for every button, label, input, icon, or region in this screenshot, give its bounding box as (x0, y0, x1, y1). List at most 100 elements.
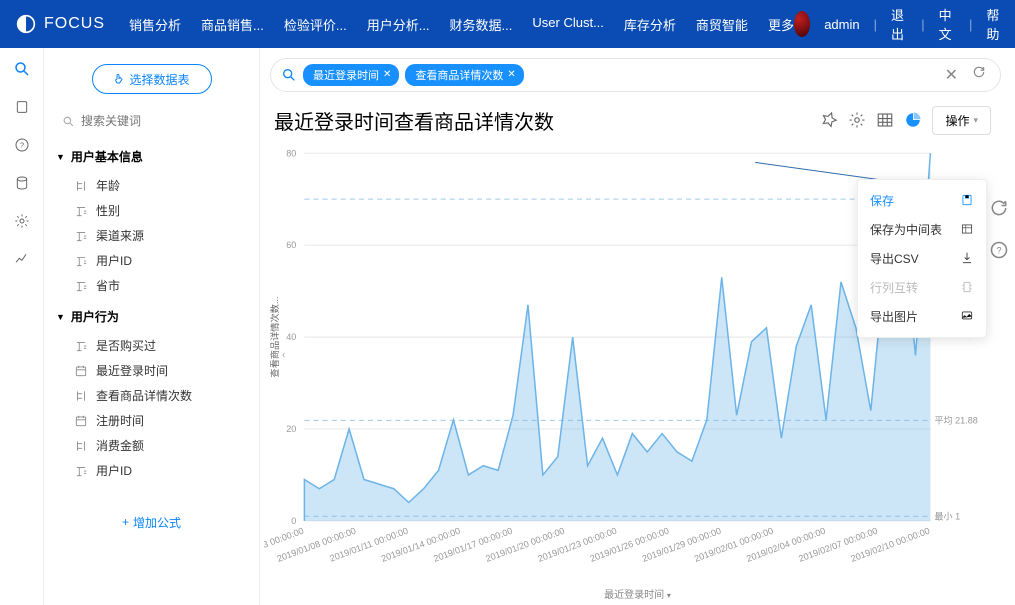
chart-type-icon[interactable] (904, 111, 922, 129)
field-item[interactable]: 渠道来源 (56, 223, 247, 248)
top-bar: FOCUS 销售分析 商品销售... 检验评价... 用户分析... 财务数据... Us… (0, 0, 1015, 48)
nav-item[interactable]: 商贸智能 (696, 15, 748, 34)
field-item[interactable]: 用户ID (56, 458, 247, 483)
clear-icon[interactable]: ✕ (941, 65, 962, 85)
chevron-down-icon: ▾ (667, 591, 671, 600)
top-nav: 销售分析 商品销售... 检验评价... 用户分析... 财务数据... User Clu… (129, 15, 794, 34)
pin-icon[interactable] (820, 111, 838, 129)
group-title[interactable]: ▼用户行为 (56, 308, 247, 325)
nav-item[interactable]: User Clust... (532, 15, 604, 34)
sidebar-search-input[interactable] (81, 114, 241, 128)
help-link[interactable]: 帮助 (986, 5, 1002, 43)
page-title: 最近登录时间查看商品详情次数 (274, 106, 810, 135)
chevron-down-icon: ▾ (973, 115, 978, 126)
query-pill[interactable]: 查看商品详情次数 ✕ (405, 64, 523, 86)
sidebar-search[interactable] (56, 110, 247, 132)
close-icon[interactable]: ✕ (383, 69, 391, 80)
field-label: 渠道来源 (96, 227, 144, 244)
nav-item[interactable]: 更多 (768, 15, 794, 34)
close-icon[interactable]: ✕ (507, 69, 515, 80)
svg-text:80: 80 (286, 148, 296, 158)
field-item[interactable]: 性别 (56, 198, 247, 223)
field-item[interactable]: 消费金额 (56, 433, 247, 458)
menu-item[interactable]: 保存为中间表 (858, 215, 986, 244)
ops-button[interactable]: 操作 ▾ (932, 106, 991, 135)
chart: 020406080平均 21.88最小 119/01/03 00:00:0020… (260, 139, 1015, 586)
help-icon[interactable]: ? (989, 240, 1009, 260)
choose-table-button[interactable]: 选择数据表 (92, 64, 212, 94)
field-item[interactable]: 查看商品详情次数 (56, 383, 247, 408)
choose-table-label: 选择数据表 (129, 71, 189, 88)
menu-label: 保存 (870, 192, 894, 209)
field-item[interactable]: 省市 (56, 273, 247, 298)
gear-icon[interactable] (848, 111, 866, 129)
nav-item[interactable]: 用户分析... (367, 15, 430, 34)
field-label: 是否购买过 (96, 337, 156, 354)
plus-icon: + (122, 515, 129, 529)
table-icon[interactable] (876, 111, 894, 129)
ops-label: 操作 (945, 112, 969, 129)
svg-text:0: 0 (291, 516, 296, 526)
search-icon (62, 115, 75, 128)
field-item[interactable]: 用户ID (56, 248, 247, 273)
nav-item[interactable]: 销售分析 (129, 15, 181, 34)
add-formula-label: 增加公式 (133, 514, 181, 531)
menu-label: 导出图片 (870, 308, 918, 325)
menu-item[interactable]: 导出图片 (858, 302, 986, 331)
lang-link[interactable]: 中文 (939, 5, 955, 43)
rail-bookmark-icon[interactable] (13, 98, 31, 116)
field-label: 消费金额 (96, 437, 144, 454)
field-item[interactable]: 年龄 (56, 173, 247, 198)
x-axis-title: 最近登录时间 ▾ (260, 586, 1015, 605)
pill-label: 最近登录时间 (313, 67, 379, 83)
ops-menu: 保存保存为中间表导出CSV 行列互转导出图片 (857, 179, 987, 338)
menu-item[interactable]: 保存 (858, 186, 986, 215)
nav-item[interactable]: 库存分析 (624, 15, 676, 34)
field-label: 用户ID (96, 252, 132, 269)
svg-text:查看商品详情次数...: 查看商品详情次数... (269, 296, 280, 377)
rail-gear-icon[interactable] (13, 212, 31, 230)
group-title[interactable]: ▼用户基本信息 (56, 148, 247, 165)
nav-item[interactable]: 财务数据... (450, 15, 513, 34)
svg-text:60: 60 (286, 240, 296, 250)
field-item[interactable]: 是否购买过 (56, 333, 247, 358)
logo[interactable]: FOCUS (16, 14, 105, 34)
nav-item[interactable]: 检验评价... (284, 15, 347, 34)
svg-text:40: 40 (286, 332, 296, 342)
menu-label: 导出CSV (870, 250, 919, 267)
field-label: 用户ID (96, 462, 132, 479)
field-label: 年龄 (96, 177, 120, 194)
add-formula-button[interactable]: + 增加公式 (92, 507, 212, 537)
field-label: 性别 (96, 202, 120, 219)
hand-icon (113, 73, 125, 85)
field-item[interactable]: 最近登录时间 (56, 358, 247, 383)
field-label: 查看商品详情次数 (96, 387, 192, 404)
main-area: 最近登录时间 ✕ 查看商品详情次数 ✕ ✕ 最近登录时间查看商品详情次数 操作 ▾ 0… (260, 48, 1015, 605)
field-label: 注册时间 (96, 412, 144, 429)
svg-text:最小 1: 最小 1 (934, 511, 960, 521)
user-name[interactable]: admin (824, 17, 859, 32)
avatar[interactable] (794, 11, 810, 37)
menu-label: 保存为中间表 (870, 221, 942, 238)
undo-icon[interactable] (989, 198, 1009, 218)
rail-help-icon[interactable]: ? (13, 136, 31, 154)
svg-text:?: ? (19, 141, 23, 150)
refresh-icon[interactable] (968, 65, 990, 84)
menu-item[interactable]: 导出CSV (858, 244, 986, 273)
rail-search-icon[interactable] (13, 60, 31, 78)
top-right: admin | 退出 | 中文 | 帮助 (794, 5, 1003, 43)
rail-db-icon[interactable] (13, 174, 31, 192)
svg-text:?: ? (996, 245, 1001, 255)
field-item[interactable]: 注册时间 (56, 408, 247, 433)
pill-label: 查看商品详情次数 (415, 67, 503, 83)
rail-chart-icon[interactable] (13, 250, 31, 268)
menu-label: 行列互转 (870, 279, 918, 296)
query-pill[interactable]: 最近登录时间 ✕ (303, 64, 399, 86)
left-rail: ? (0, 48, 44, 605)
query-bar[interactable]: 最近登录时间 ✕ 查看商品详情次数 ✕ ✕ (270, 58, 1001, 92)
search-icon (281, 67, 297, 83)
menu-item: 行列互转 (858, 273, 986, 302)
logout-link[interactable]: 退出 (891, 5, 907, 43)
nav-item[interactable]: 商品销售... (201, 15, 264, 34)
logo-icon (16, 14, 36, 34)
